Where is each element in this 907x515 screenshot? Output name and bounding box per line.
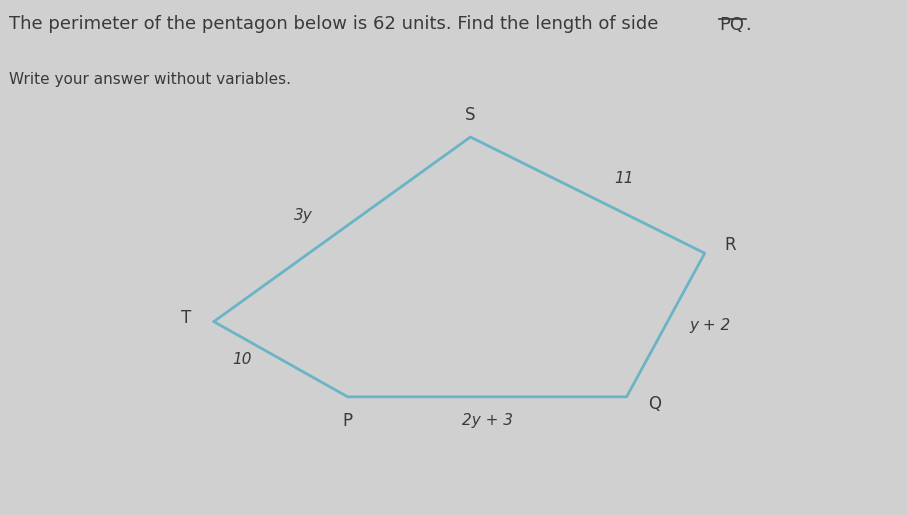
Text: P: P <box>343 412 353 430</box>
Text: 3y: 3y <box>294 208 312 223</box>
Text: Write your answer without variables.: Write your answer without variables. <box>9 72 291 87</box>
Text: y + 2: y + 2 <box>689 318 731 333</box>
Text: The perimeter of the pentagon below is 62 units. Find the length of side: The perimeter of the pentagon below is 6… <box>9 15 664 33</box>
Text: T: T <box>180 309 191 327</box>
Text: 2y + 3: 2y + 3 <box>462 413 512 428</box>
Text: PQ: PQ <box>719 16 745 35</box>
Text: R: R <box>724 236 736 254</box>
Text: .: . <box>746 16 751 35</box>
Text: 11: 11 <box>614 170 634 185</box>
Text: Q: Q <box>648 394 661 413</box>
Text: 10: 10 <box>232 352 251 367</box>
Text: S: S <box>465 106 475 124</box>
